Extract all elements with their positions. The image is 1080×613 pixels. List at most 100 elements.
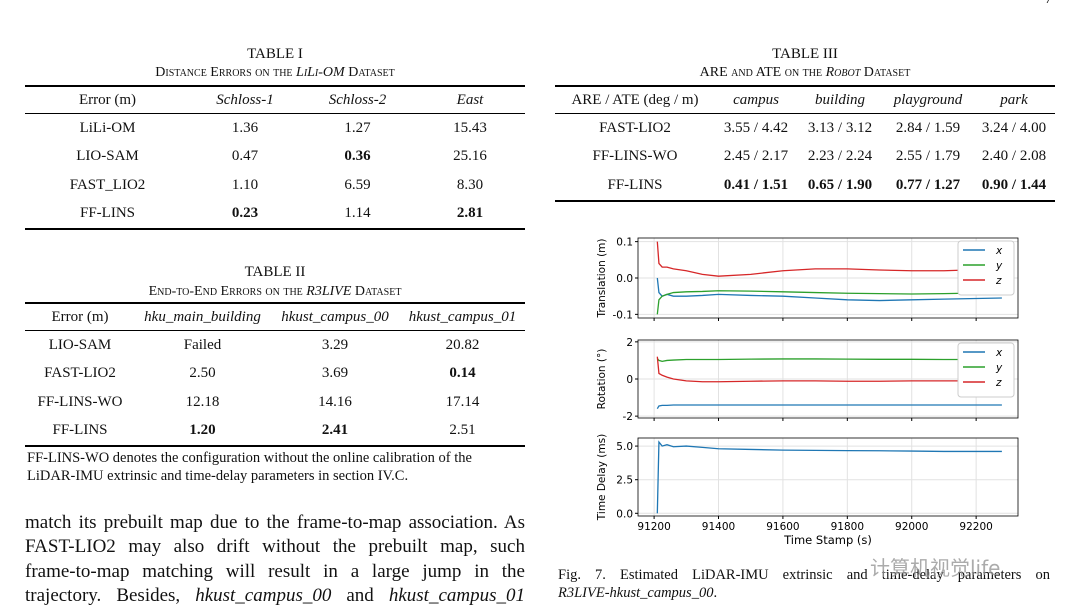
cell: 1.20	[135, 417, 270, 447]
text-segment: FF-LINS	[79, 205, 135, 222]
text-segment: 1.36	[231, 119, 259, 136]
plot-frame	[637, 437, 1019, 517]
cell: 2.81	[415, 200, 525, 230]
text-segment: 17.14	[445, 393, 480, 410]
text-segment: hkust_campus_00	[281, 308, 389, 325]
text-segment: campus	[733, 91, 779, 108]
cell: LiLi-OM	[25, 114, 190, 143]
text-segment: 1.14	[344, 205, 371, 222]
row: LIO-SAM 0.47 0.36 25.16	[25, 143, 525, 172]
cell: 0.90 / 1.44	[973, 171, 1055, 201]
text-segment: FAST_LIO2	[69, 176, 146, 193]
y-tick-label: 0.0	[616, 273, 633, 285]
cell: 0.23	[190, 200, 300, 230]
cell: 0.65 / 1.90	[797, 171, 883, 201]
table-caption: End-to-End Errors on the R3LIVE Dataset	[25, 283, 525, 300]
row: FAST-LIO2 3.55 / 4.42 3.13 / 3.12 2.84 / 1.…	[555, 114, 1055, 143]
row: FF-LINS-WO 2.45 / 2.17 2.23 / 2.24 2.55 / 1…	[555, 143, 1055, 172]
text-segment: 6.59	[344, 176, 371, 193]
cell: FF-LINS	[555, 171, 715, 201]
row: FF-LINS 0.41 / 1.51 0.65 / 1.90 0.77 / 1.27…	[555, 171, 1055, 201]
text-segment: 2.84 / 1.59	[895, 119, 961, 136]
text-segment: LiLi-OM	[296, 65, 345, 80]
text-segment: FAST-LIO2	[599, 119, 671, 136]
text-segment: frame-to-map matching will result in a l…	[25, 560, 525, 582]
text-segment: 2.23 / 2.24	[807, 148, 873, 165]
cell: 0.41 / 1.51	[715, 171, 797, 201]
header-cell: building	[797, 86, 883, 114]
table-note: FF-LINS-WO denotes the configuration wit…	[27, 449, 527, 485]
text-segment: Dataset	[344, 65, 395, 80]
y-axis-label: Translation (m)	[596, 239, 608, 319]
cell: 3.13 / 3.12	[797, 114, 883, 143]
watermark: 计算机视觉life	[870, 556, 1001, 580]
text-segment: 0.23	[231, 205, 259, 222]
text-segment: 8.30	[456, 176, 484, 193]
text-segment: 3.69	[321, 365, 349, 382]
legend-label: y	[995, 260, 1003, 272]
text-segment: 2.41	[321, 422, 349, 439]
text-segment: hkust_campus_01	[388, 584, 525, 606]
text-segment: 0.14	[449, 365, 476, 382]
x-tick-label: 91400	[702, 521, 735, 533]
cell: FF-LINS	[25, 200, 190, 230]
cell: 2.50	[135, 360, 270, 389]
cell: 2.84 / 1.59	[883, 114, 973, 143]
text-segment: 12.18	[185, 393, 220, 410]
header-cell: hkust_campus_00	[270, 303, 400, 331]
text-segment: 25.16	[453, 148, 487, 165]
cell: FAST_LIO2	[25, 171, 190, 200]
x-axis-label: Time Stamp (s)	[783, 533, 872, 547]
table: Error (m) Schloss-1 Schloss-2 East LiLi-OM 1.…	[25, 85, 525, 230]
data-line	[656, 358, 1002, 363]
x-tick-label: 92200	[959, 521, 992, 533]
legend-frame	[957, 240, 1015, 296]
cell: 6.59	[300, 171, 415, 200]
text-segment: 3.55 / 4.42	[723, 119, 789, 136]
text-segment: hkust_campus_01	[408, 308, 517, 325]
header-cell: Error (m)	[25, 303, 135, 331]
legend-label: x	[995, 245, 1003, 257]
cell: 17.14	[400, 388, 525, 417]
text-segment: 14.16	[318, 393, 352, 410]
text-segment: trajectory. Besides,	[25, 584, 196, 606]
data-line	[656, 241, 1002, 277]
y-tick-label: 2	[626, 337, 633, 349]
text-segment: FF-LINS-WO	[37, 393, 123, 410]
text-segment: 3.24 / 4.00	[981, 119, 1047, 136]
table-title: TABLE III	[772, 46, 838, 62]
text-segment: 2.55 / 1.79	[895, 148, 961, 165]
text-segment: 0.47	[231, 148, 259, 165]
x-tick-label: 91600	[766, 521, 799, 533]
note-line: FF-LINS-WO denotes the configuration wit…	[27, 450, 472, 466]
data-line	[656, 404, 1002, 410]
text-segment: Failed	[183, 336, 222, 353]
text-segment: LIO-SAM	[76, 148, 139, 165]
header-cell: campus	[715, 86, 797, 114]
y-axis-label: Time Delay (ms)	[596, 434, 608, 521]
text-segment: 2.51	[449, 422, 476, 439]
text-line: FAST-LIO2 may also drift without the pre…	[25, 535, 525, 559]
header-cell: park	[973, 86, 1055, 114]
cell: 25.16	[415, 143, 525, 172]
data-line	[656, 290, 1002, 315]
text-segment: LiLi-OM	[79, 119, 136, 136]
x-tick-label: 91800	[831, 521, 864, 533]
row: FF-LINS 0.23 1.14 2.81	[25, 200, 525, 230]
text-segment: Dataset	[351, 284, 402, 299]
cell: LIO-SAM	[25, 331, 135, 360]
cell: 1.27	[300, 114, 415, 143]
y-tick-label: -2	[623, 411, 633, 423]
header-cell: hku_main_building	[135, 303, 270, 331]
text-segment: building	[814, 91, 865, 108]
y-tick-label: 0.0	[616, 508, 633, 520]
legend-label: x	[995, 347, 1003, 359]
cell: 2.51	[400, 417, 525, 447]
text-segment: Schloss-2	[328, 91, 387, 108]
text-segment: and	[331, 584, 389, 606]
text-segment: FF-LINS-WO	[592, 148, 678, 165]
header-cell: Error (m)	[25, 86, 190, 114]
cell: FAST-LIO2	[25, 360, 135, 389]
x-tick-label: 92000	[895, 521, 928, 533]
